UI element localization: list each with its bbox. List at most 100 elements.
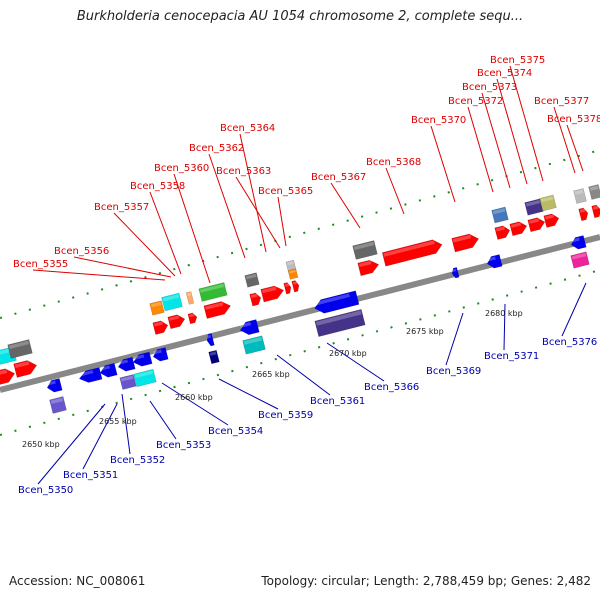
gene-label: Bcen_5373 bbox=[462, 82, 517, 93]
gene-label: Bcen_5375 bbox=[490, 55, 545, 66]
leader-line bbox=[496, 78, 528, 185]
gene-label: Bcen_5363 bbox=[216, 166, 271, 177]
gene-labels: Bcen_5355 Bcen_5356 Bcen_5357 Bcen_5358 Bcen… bbox=[13, 55, 600, 496]
gene-box bbox=[573, 188, 587, 204]
gene-label: Bcen_5376 bbox=[542, 337, 597, 348]
leader-line bbox=[235, 176, 281, 249]
scale-label: 2650 kbp bbox=[22, 440, 60, 449]
gene-arrow bbox=[486, 254, 503, 269]
gene-arrow bbox=[203, 301, 231, 319]
scale-label: 2670 kbp bbox=[329, 349, 367, 358]
topology-text: Topology: circular; Length: 2,788,459 bp… bbox=[261, 574, 591, 588]
gene-label: Bcen_5360 bbox=[154, 163, 209, 174]
gene-label: Bcen_5351 bbox=[63, 470, 118, 481]
scale-label: 2655 kbp bbox=[99, 417, 137, 426]
gene-box bbox=[314, 309, 366, 337]
gene-arrow bbox=[117, 356, 136, 372]
leader-line bbox=[326, 342, 385, 382]
leader-line bbox=[467, 106, 494, 193]
gene-arrow bbox=[260, 285, 285, 303]
gene-box bbox=[524, 198, 544, 216]
gene-label: Bcen_5354 bbox=[208, 426, 263, 437]
scale-label: 2665 kbp bbox=[252, 370, 290, 379]
gene-arrow bbox=[283, 282, 292, 295]
gene-arrow bbox=[249, 292, 262, 307]
scale-label: 2675 kbp bbox=[406, 327, 444, 336]
gene-label: Bcen_5353 bbox=[156, 440, 211, 451]
map-title: Burkholderia cenocepacia AU 1054 chromos… bbox=[76, 9, 524, 24]
gene-box bbox=[491, 206, 509, 224]
gene-box bbox=[49, 396, 67, 414]
leader-line bbox=[32, 269, 166, 281]
gene-label: Bcen_5374 bbox=[477, 68, 532, 79]
gene-label: Bcen_5365 bbox=[258, 186, 313, 197]
gene-label: Bcen_5355 bbox=[13, 259, 68, 270]
gene-box bbox=[285, 259, 297, 273]
gene-label: Bcen_5366 bbox=[364, 382, 419, 393]
gene-arrow bbox=[451, 233, 479, 253]
gene-arrow bbox=[451, 267, 460, 279]
gene-arrow bbox=[206, 333, 215, 347]
gene-arrow bbox=[578, 207, 589, 222]
gene-label: Bcen_5350 bbox=[18, 485, 73, 496]
leader-line bbox=[277, 196, 287, 247]
scale-labels: 2650 kbp 2655 kbp 2660 kbp 2665 kbp 2670 kbp… bbox=[22, 309, 523, 449]
gene-label: Bcen_5368 bbox=[366, 157, 421, 168]
leader-line bbox=[173, 173, 211, 284]
leader-line bbox=[385, 167, 405, 215]
gene-box bbox=[287, 268, 299, 280]
gene-box bbox=[242, 335, 266, 355]
gene-label: Bcen_5364 bbox=[220, 123, 275, 134]
leader-line bbox=[149, 191, 182, 275]
leader-line bbox=[113, 212, 176, 277]
leader-line bbox=[481, 92, 511, 189]
gene-box bbox=[185, 291, 195, 305]
gene-box bbox=[133, 368, 157, 388]
gene-label: Bcen_5377 bbox=[534, 96, 589, 107]
gene-label: Bcen_5352 bbox=[110, 455, 165, 466]
gene-arrow bbox=[494, 225, 511, 240]
gene-box bbox=[588, 184, 600, 200]
gene-arrow bbox=[152, 320, 169, 335]
gene-arrow bbox=[543, 213, 560, 228]
leader-lines bbox=[32, 65, 587, 485]
leader-line bbox=[149, 400, 177, 440]
gene-arrow bbox=[527, 217, 546, 233]
leader-line bbox=[208, 153, 246, 259]
leader-line bbox=[330, 182, 361, 229]
gene-arrow bbox=[381, 239, 443, 267]
gene-box bbox=[161, 292, 183, 312]
gene-box bbox=[7, 339, 33, 359]
leader-line bbox=[121, 393, 131, 455]
gene-label: Bcen_5356 bbox=[54, 246, 109, 257]
gene-label: Bcen_5357 bbox=[94, 202, 149, 213]
gene-arrow bbox=[13, 360, 38, 378]
gene-arrow bbox=[239, 319, 260, 336]
gene-box bbox=[539, 194, 557, 212]
gene-box bbox=[119, 374, 137, 390]
accession-text: Accession: NC_008061 bbox=[9, 574, 146, 588]
gene-arrow bbox=[591, 204, 600, 219]
gene-label: Bcen_5378 bbox=[547, 114, 600, 125]
gene-arrow bbox=[132, 351, 153, 367]
gene-label: Bcen_5371 bbox=[484, 351, 539, 362]
leader-line bbox=[161, 382, 229, 426]
gene-arrow bbox=[152, 347, 169, 362]
leader-line bbox=[239, 133, 267, 253]
gene-features bbox=[0, 184, 600, 414]
gene-label: Bcen_5370 bbox=[411, 115, 466, 126]
leader-line bbox=[430, 125, 456, 203]
gene-arrow bbox=[570, 235, 587, 250]
gene-arrow bbox=[99, 362, 118, 378]
leader-line bbox=[276, 354, 331, 396]
gene-arrow bbox=[291, 280, 300, 293]
gene-arrow bbox=[187, 312, 198, 325]
scale-label: 2680 kbp bbox=[485, 309, 523, 318]
gene-label: Bcen_5358 bbox=[130, 181, 185, 192]
gene-arrow bbox=[314, 290, 360, 314]
gene-box bbox=[244, 272, 260, 288]
leader-line bbox=[82, 403, 118, 470]
leader-line bbox=[553, 106, 576, 174]
outer-tick-track bbox=[0, 149, 600, 319]
leader-line bbox=[37, 403, 106, 485]
